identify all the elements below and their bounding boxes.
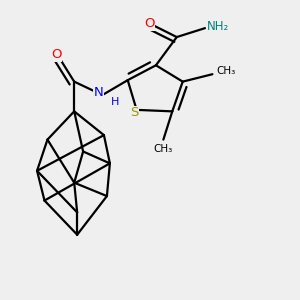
Text: H: H — [111, 97, 119, 106]
Text: CH₃: CH₃ — [154, 143, 173, 154]
Text: O: O — [144, 17, 155, 30]
Text: N: N — [94, 86, 104, 99]
Text: NH₂: NH₂ — [206, 20, 229, 33]
Text: CH₃: CH₃ — [217, 66, 236, 76]
Text: O: O — [51, 48, 62, 62]
Text: S: S — [130, 106, 138, 119]
